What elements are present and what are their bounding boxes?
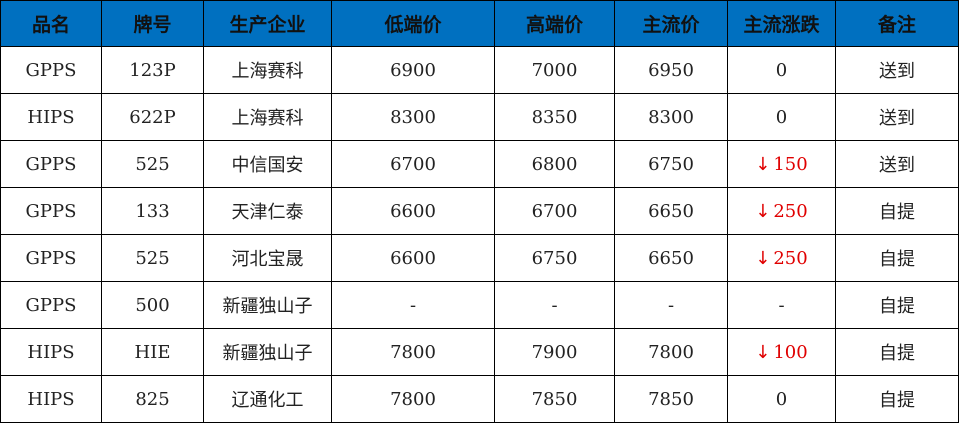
cell-note: 自提 [835,234,959,282]
cell-product: HIPS [0,328,102,376]
cell-main-change: 0 [727,93,836,141]
cell-grade: 825 [101,375,204,423]
cell-high-price: - [494,281,615,329]
cell-producer: 新疆独山子 [203,328,332,376]
cell-main-price: 6650 [614,234,728,282]
table-row: GPPS 500 新疆独山子 - - - - 自提 [0,281,959,329]
cell-product: GPPS [0,140,102,188]
cell-product: GPPS [0,46,102,94]
cell-high-price: 8350 [494,93,615,141]
down-arrow-icon: ↓ [755,153,771,175]
cell-low-price: 7800 [331,328,495,376]
cell-high-price: 6700 [494,187,615,235]
change-value: 250 [773,200,808,222]
cell-high-price: 7850 [494,375,615,423]
change-value: 0 [775,59,788,81]
cell-low-price: - [331,281,495,329]
cell-main-change: ↓ 150 [727,140,836,188]
cell-producer: 上海赛科 [203,93,332,141]
cell-high-price: 7000 [494,46,615,94]
cell-low-price: 8300 [331,93,495,141]
cell-main-price: 8300 [614,93,728,141]
cell-grade: 525 [101,234,204,282]
cell-main-change: ↓ 250 [727,187,836,235]
cell-grade: HIE [101,328,204,376]
cell-producer: 天津仁泰 [203,187,332,235]
cell-main-price: 7800 [614,328,728,376]
header-note: 备注 [835,0,959,47]
cell-main-price: 6650 [614,187,728,235]
cell-main-change: 0 [727,46,836,94]
header-low-price: 低端价 [331,0,495,47]
cell-high-price: 6750 [494,234,615,282]
cell-main-change: ↓ 250 [727,234,836,282]
change-value: 250 [773,247,808,269]
cell-main-price: 7850 [614,375,728,423]
header-grade: 牌号 [101,0,204,47]
header-product: 品名 [0,0,102,47]
cell-main-price: 6950 [614,46,728,94]
cell-note: 自提 [835,375,959,423]
cell-high-price: 6800 [494,140,615,188]
cell-main-price: 6750 [614,140,728,188]
cell-low-price: 7800 [331,375,495,423]
cell-main-change: ↓ 100 [727,328,836,376]
cell-low-price: 6600 [331,187,495,235]
cell-note: 自提 [835,281,959,329]
header-high-price: 高端价 [494,0,615,47]
cell-product: GPPS [0,281,102,329]
cell-low-price: 6700 [331,140,495,188]
table-row: GPPS 123P 上海赛科 6900 7000 6950 0 送到 [0,46,959,94]
cell-grade: 525 [101,140,204,188]
cell-note: 自提 [835,187,959,235]
cell-main-change: 0 [727,375,836,423]
header-producer: 生产企业 [203,0,332,47]
cell-product: GPPS [0,187,102,235]
table-row: GPPS 133 天津仁泰 6600 6700 6650 ↓ 250 自提 [0,187,959,235]
cell-grade: 123P [101,46,204,94]
cell-producer: 上海赛科 [203,46,332,94]
header-main-change: 主流涨跌 [727,0,836,47]
cell-note: 送到 [835,46,959,94]
change-value: 0 [775,388,788,410]
change-value: 0 [775,106,788,128]
cell-producer: 辽通化工 [203,375,332,423]
table-row: GPPS 525 中信国安 6700 6800 6750 ↓ 150 送到 [0,140,959,188]
table-row: HIPS HIE 新疆独山子 7800 7900 7800 ↓ 100 自提 [0,328,959,376]
change-value: 100 [773,341,808,363]
down-arrow-icon: ↓ [755,341,771,363]
cell-main-change: - [727,281,836,329]
down-arrow-icon: ↓ [755,247,771,269]
cell-note: 送到 [835,93,959,141]
header-main-price: 主流价 [614,0,728,47]
cell-producer: 河北宝晟 [203,234,332,282]
cell-note: 送到 [835,140,959,188]
change-value: 150 [773,153,808,175]
cell-producer: 中信国安 [203,140,332,188]
cell-note: 自提 [835,328,959,376]
cell-low-price: 6600 [331,234,495,282]
cell-main-price: - [614,281,728,329]
table-row: HIPS 622P 上海赛科 8300 8350 8300 0 送到 [0,93,959,141]
cell-product: HIPS [0,93,102,141]
change-value: - [778,294,785,316]
cell-grade: 622P [101,93,204,141]
cell-grade: 500 [101,281,204,329]
cell-grade: 133 [101,187,204,235]
cell-high-price: 7900 [494,328,615,376]
table-row: HIPS 825 辽通化工 7800 7850 7850 0 自提 [0,375,959,423]
table-row: GPPS 525 河北宝晟 6600 6750 6650 ↓ 250 自提 [0,234,959,282]
cell-product: HIPS [0,375,102,423]
cell-producer: 新疆独山子 [203,281,332,329]
down-arrow-icon: ↓ [755,200,771,222]
cell-low-price: 6900 [331,46,495,94]
header-row: 品名 牌号 生产企业 低端价 高端价 主流价 主流涨跌 备注 [0,0,959,47]
cell-product: GPPS [0,234,102,282]
